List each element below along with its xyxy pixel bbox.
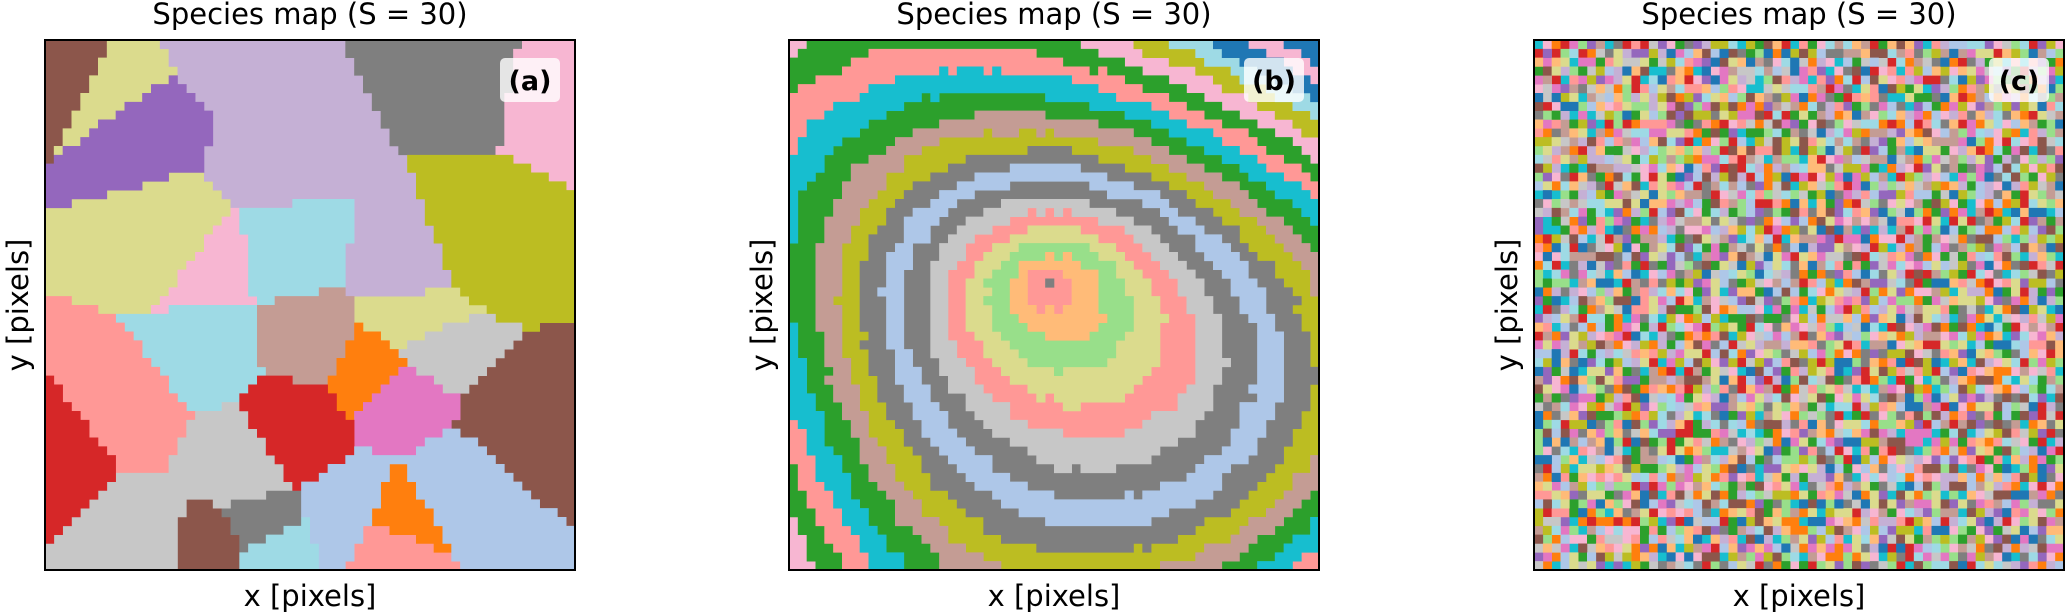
- axes-frame: [44, 39, 576, 571]
- panel-label: (c): [1999, 66, 2040, 97]
- species-cells: [1534, 40, 2065, 562]
- species-cells: [159, 40, 452, 297]
- panel-title: Species map (S = 30): [896, 0, 1211, 31]
- species-cells: [354, 366, 461, 456]
- y-axis-label: y [pixels]: [1490, 239, 1524, 372]
- panel-label-box: [1989, 58, 2049, 102]
- axes-frame: [788, 39, 1320, 571]
- species-cells: [45, 40, 487, 350]
- species-cells: [965, 225, 1170, 412]
- panel-label: (b): [1252, 66, 1296, 97]
- species-cells: [1534, 40, 2065, 571]
- species-cells: [45, 296, 461, 571]
- species-cells: [327, 322, 452, 553]
- species-cells: [301, 428, 576, 571]
- x-axis-label: x [pixels]: [988, 579, 1121, 613]
- x-axis-label: x [pixels]: [244, 579, 377, 613]
- species-cells: [815, 110, 1320, 571]
- species-cells: [407, 154, 576, 332]
- species-cells: [930, 199, 1231, 474]
- species-cells: [45, 313, 523, 571]
- species-cells: [1534, 40, 2065, 562]
- species-cells: [257, 287, 355, 385]
- species-cells: [45, 75, 214, 209]
- axes-frame: [1533, 39, 2065, 571]
- species-cells: [221, 40, 523, 553]
- species-cells: [45, 375, 355, 544]
- panel-label-box: [500, 58, 560, 102]
- y-axis-label: y [pixels]: [1, 239, 35, 372]
- species-cells: [789, 66, 1320, 571]
- x-axis-label: x [pixels]: [1733, 579, 1866, 613]
- species-cells: [1009, 252, 1108, 341]
- species-cells: [983, 243, 1134, 376]
- panel-title: Species map (S = 30): [1641, 0, 1956, 31]
- species-cells: [1534, 40, 2065, 571]
- species-cells: [115, 199, 355, 571]
- panel-title: Species map (S = 30): [152, 0, 467, 31]
- panel-label-box: [1244, 58, 1304, 102]
- panel-label: (a): [509, 66, 552, 97]
- y-axis-label: y [pixels]: [745, 239, 779, 372]
